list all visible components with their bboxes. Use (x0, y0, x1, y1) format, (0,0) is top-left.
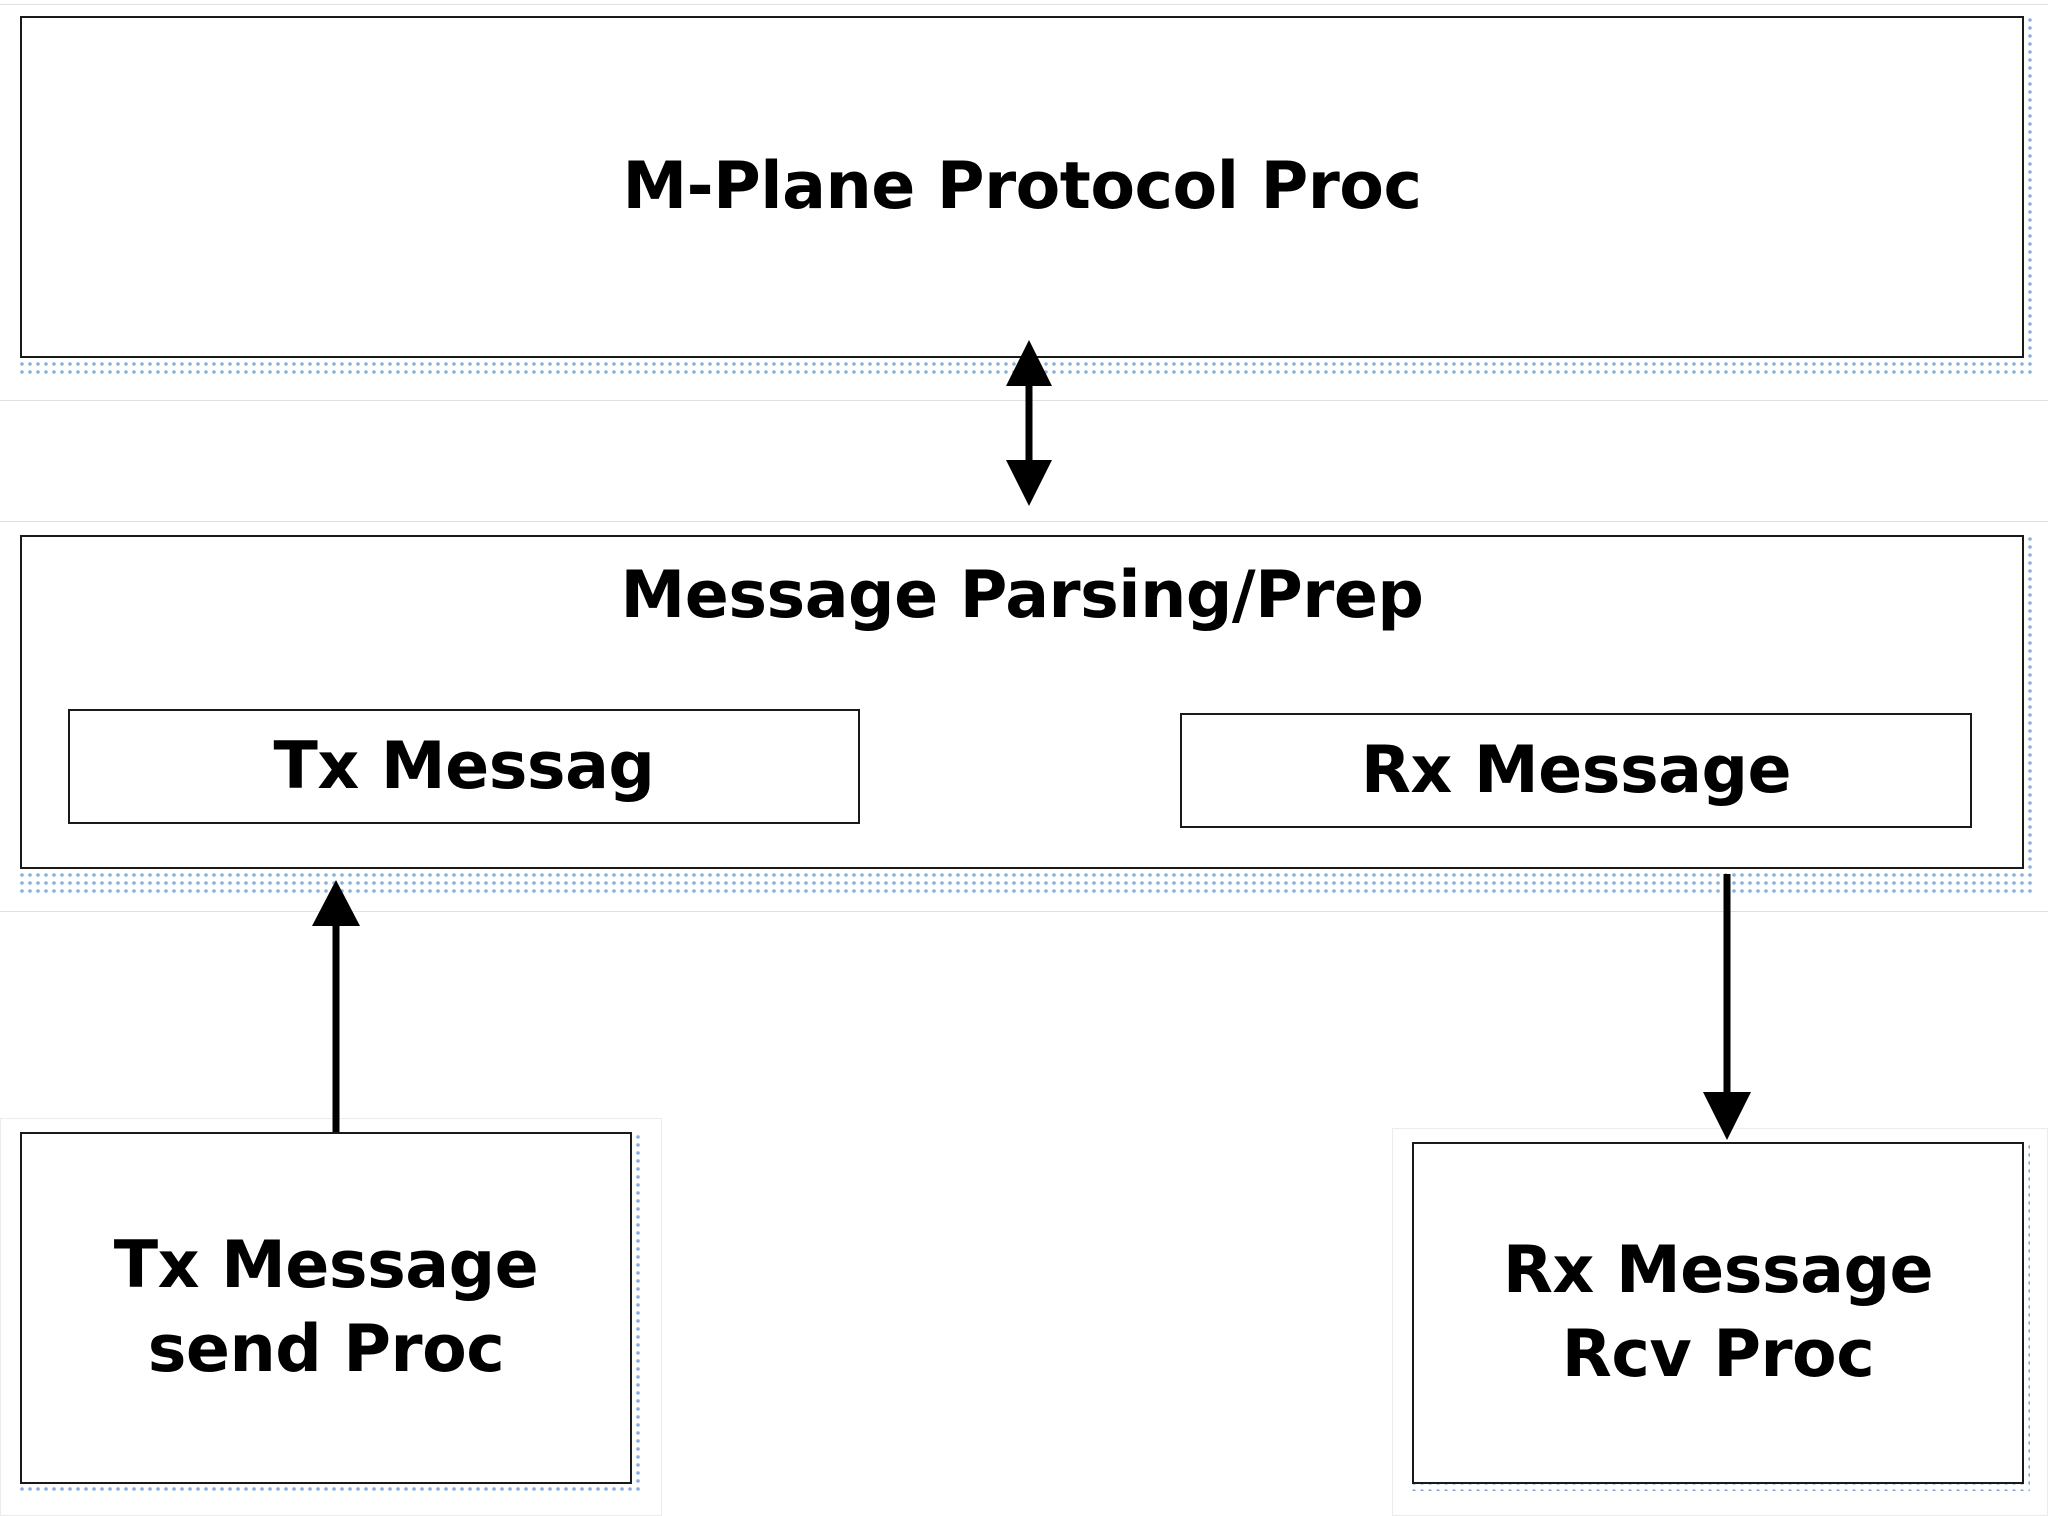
guide-line (0, 521, 2048, 522)
rx-message-rcv-proc-label: Rx Message Rcv Proc (1502, 1232, 1934, 1393)
mplane-protocol-proc-box: M-Plane Protocol Proc (20, 16, 2024, 358)
tx-message-send-proc-box: Tx Message send Proc (20, 1132, 632, 1484)
tx-message-box: Tx Messag (68, 709, 860, 824)
rx-message-rcv-proc-box: Rx Message Rcv Proc (1412, 1142, 2024, 1484)
message-parsing-prep-label: Message Parsing/Prep (620, 558, 1424, 633)
guide-line (0, 400, 2048, 401)
tx-message-send-proc-label: Tx Message send Proc (113, 1227, 539, 1388)
mplane-protocol-proc-label: M-Plane Protocol Proc (622, 149, 1423, 225)
rx-message-box: Rx Message (1180, 713, 1972, 828)
down-arrow (1703, 874, 1751, 1140)
guide-line (0, 4, 2048, 5)
tx-message-label: Tx Messag (273, 728, 655, 804)
up-arrow (312, 880, 360, 1132)
rx-message-label: Rx Message (1360, 732, 1792, 808)
guide-line (0, 911, 2048, 912)
